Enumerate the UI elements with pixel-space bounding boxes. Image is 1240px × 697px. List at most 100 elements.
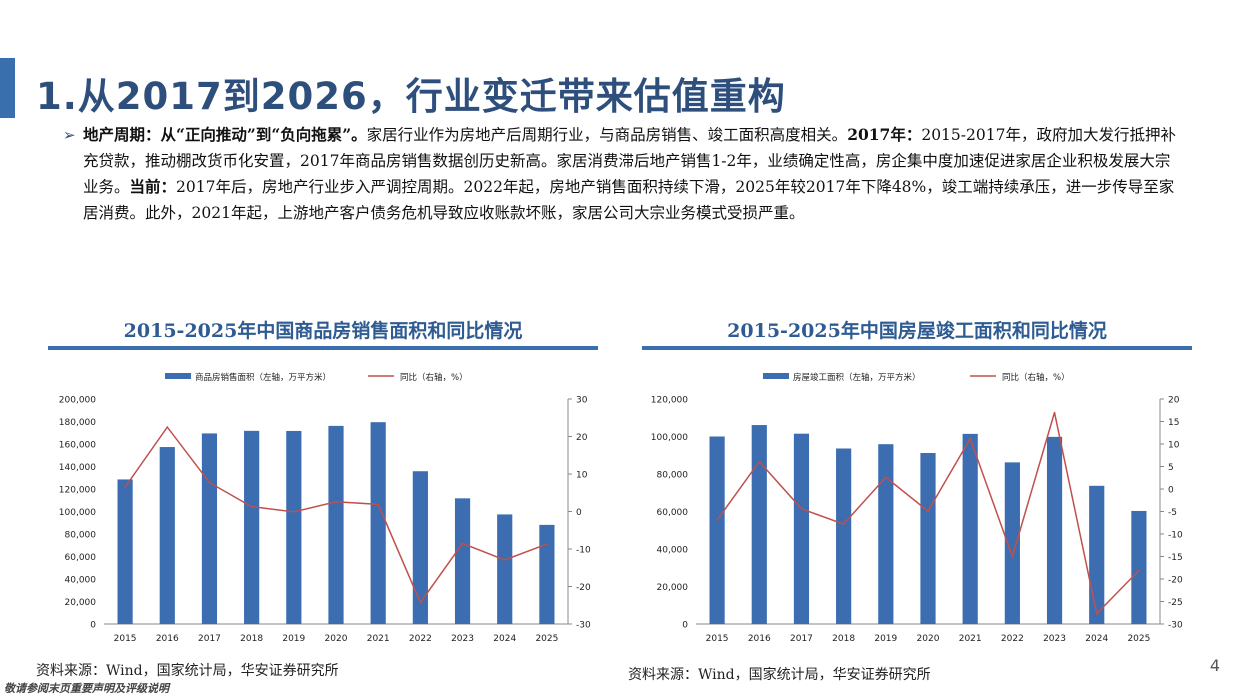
x-tick-label: 2018 [240, 634, 263, 644]
y-tick-left: 0 [90, 621, 96, 631]
x-tick-label: 2023 [1043, 634, 1066, 644]
yoy-point [208, 481, 211, 484]
bar [836, 448, 852, 624]
bar [1046, 436, 1063, 624]
chart-title-sales: 2015-2025年中国商品房销售面积和同比情况 [123, 320, 523, 342]
x-tick-label: 2015 [114, 634, 137, 644]
legend-label-line: 同比（右轴，%） [1002, 372, 1070, 383]
bar [286, 430, 302, 624]
chart-rule-completion [642, 346, 1192, 350]
y-tick-right: 10 [576, 471, 588, 481]
x-tick-label: 2017 [790, 634, 813, 644]
source-note-sales: 资料来源：Wind，国家统计局，华安证券研究所 [36, 663, 339, 679]
x-tick-label: 2019 [282, 634, 305, 644]
yoy-point [842, 523, 845, 525]
y-tick-right: -5 [1168, 508, 1177, 518]
x-tick-label: 2024 [1085, 634, 1108, 644]
y-tick-right: -25 [1168, 598, 1183, 608]
y-tick-left: 40,000 [65, 576, 97, 586]
legend-label-bar: 房屋竣工面积（左轴，万平方米） [793, 372, 921, 383]
y-tick-right: -20 [1168, 576, 1183, 586]
chart-title-completion: 2015-2025年中国房屋竣工面积和同比情况 [727, 320, 1107, 342]
bar [539, 524, 555, 624]
bar [454, 498, 471, 624]
yoy-point [461, 542, 464, 545]
y-tick-left: 140,000 [59, 463, 96, 473]
title-accent-bar [0, 58, 15, 118]
legend-label-bar: 商品房销售面积（左轴，万平方米） [195, 372, 331, 383]
legend-swatch-bar [763, 373, 789, 379]
yoy-point [800, 508, 803, 510]
yoy-point [758, 460, 761, 463]
bar [1004, 462, 1020, 624]
y-tick-left: 20,000 [657, 583, 689, 593]
y-tick-left: 100,000 [651, 433, 688, 443]
bar [920, 453, 936, 624]
x-tick-label: 2015 [706, 634, 729, 644]
x-tick-label: 2024 [493, 634, 516, 644]
y-tick-right: 10 [1168, 441, 1180, 451]
y-tick-left: 60,000 [657, 508, 689, 518]
bar [1131, 510, 1147, 624]
y-tick-right: 0 [1168, 486, 1174, 496]
body-bold-cycle: 地产周期：从“正向推动”到“负向拖累”。 [83, 125, 367, 144]
yoy-point [1053, 411, 1056, 414]
yoy-point [250, 505, 253, 508]
bar [201, 433, 218, 624]
bar [1089, 485, 1105, 624]
body-bold-2017: 2017年： [847, 125, 922, 144]
x-tick-label: 2021 [367, 634, 390, 644]
yoy-point [335, 500, 337, 503]
x-tick-label: 2022 [1001, 634, 1024, 644]
y-tick-right: -30 [1168, 621, 1183, 631]
bar [412, 471, 428, 624]
bar [497, 514, 513, 624]
x-tick-label: 2019 [874, 634, 897, 644]
y-tick-right: 5 [1168, 463, 1174, 473]
bar [793, 433, 810, 624]
bar [370, 422, 386, 624]
yoy-point [419, 601, 422, 604]
legend-label-line: 同比（右轴，%） [400, 372, 468, 383]
chart-sales: 商品房销售面积（左轴，万平方米） 同比（右轴，%） 200,000 180,000 16… [59, 372, 591, 644]
bar [244, 430, 260, 624]
bar [878, 444, 894, 624]
y-tick-right: -20 [576, 583, 591, 593]
legend-swatch-bar [165, 373, 191, 379]
y-tick-left: 120,000 [651, 396, 688, 406]
yoy-point [124, 486, 126, 488]
y-tick-left: 20,000 [65, 598, 97, 608]
body-text-1: 家居行业作为房地产后周期行业，与商品房销售、竣工面积高度相关。 [366, 126, 848, 144]
y-tick-left: 160,000 [59, 441, 96, 451]
yoy-point [716, 519, 718, 521]
bar [159, 447, 175, 624]
body-paragraph: ➢ 地产周期：从“正向推动”到“负向拖累”。家居行业作为房地产后周期行业，与商品… [63, 122, 1183, 226]
x-tick-label: 2022 [409, 634, 432, 644]
arrow-right-icon: ➢ [63, 126, 76, 144]
yoy-point [293, 511, 295, 513]
yoy-point [503, 559, 506, 561]
x-tick-label: 2020 [325, 634, 348, 644]
y-tick-right: -10 [576, 546, 591, 556]
y-tick-right: -30 [576, 621, 591, 631]
y-tick-left: 200,000 [59, 396, 96, 406]
y-tick-right: -15 [1168, 553, 1183, 563]
x-tick-label: 2025 [1127, 634, 1150, 644]
y-tick-left: 60,000 [65, 553, 97, 563]
yoy-point [1095, 612, 1098, 615]
x-tick-label: 2023 [451, 634, 474, 644]
y-tick-left: 100,000 [59, 508, 96, 518]
slide-title: 1.从2017到2026，行业变迁带来估值重构 [36, 75, 786, 118]
yoy-point [927, 510, 929, 512]
y-tick-right: 0 [576, 508, 582, 518]
y-tick-left: 40,000 [657, 546, 689, 556]
x-tick-label: 2020 [917, 634, 940, 644]
body-text-2: 2015-2017年，政府加大发行抵押补充贷款，推动棚改货币化安置，2017年商… [83, 126, 1176, 196]
y-tick-left: 120,000 [59, 486, 96, 496]
page-number: 4 [1209, 656, 1220, 675]
bar [117, 479, 133, 624]
x-tick-label: 2018 [832, 634, 855, 644]
x-tick-label: 2017 [198, 634, 221, 644]
y-tick-left: 80,000 [657, 471, 689, 481]
body-text-3: 2017年后，房地产行业步入严调控周期。2022年起，房地产销售面积持续下滑，2… [83, 178, 1175, 222]
